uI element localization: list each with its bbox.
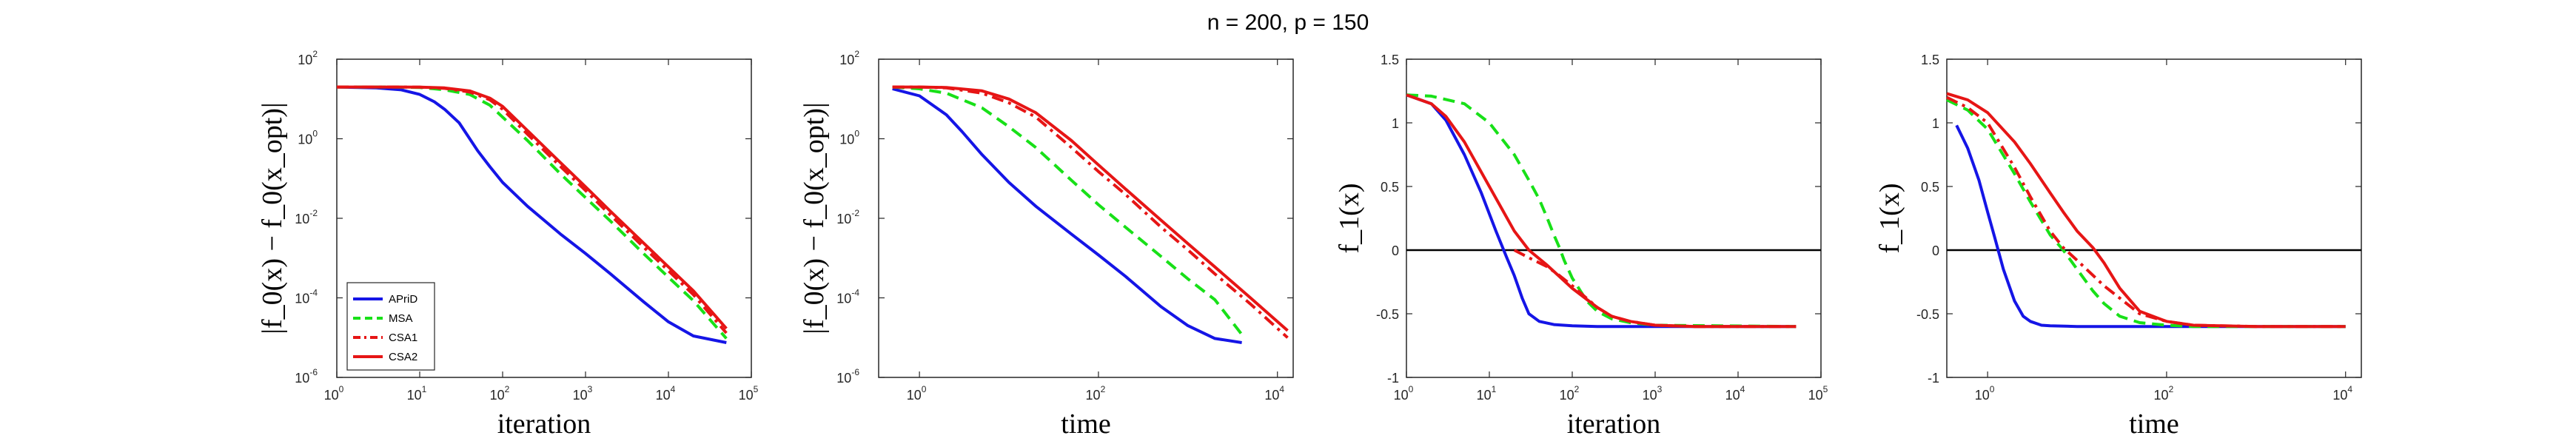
series-line-csa2 (1406, 93, 1797, 329)
y-tick-label: 10-6 (836, 367, 859, 386)
legend-label-msa: MSA (389, 312, 413, 325)
y-tick-label: 10-4 (836, 288, 859, 306)
series-line-csa2 (892, 85, 1289, 332)
x-axis-label: iteration (1567, 408, 1661, 440)
x-tick-label: 100 (907, 384, 927, 403)
legend-label-csa1: CSA1 (389, 332, 417, 344)
y-axis-label: f_1(x) (1334, 184, 1365, 254)
y-tick-label: 0 (1932, 243, 1939, 258)
series-line-csa1 (337, 85, 728, 334)
y-tick-label: -0.5 (1376, 307, 1399, 322)
y-tick-label: 0.5 (1921, 180, 1939, 195)
series-line-csa2 (337, 85, 728, 330)
plot-area (1946, 58, 2362, 378)
x-tick-label: 100 (1975, 384, 1995, 403)
y-tick-label: 102 (839, 49, 859, 67)
y-tick-label: 0 (1392, 243, 1399, 258)
series-line-aprid (1955, 124, 2346, 329)
x-tick-label: 104 (1264, 384, 1284, 403)
y-tick-label: 100 (298, 129, 318, 147)
series-line-aprid (892, 87, 1242, 344)
series-line-msa (892, 85, 1244, 336)
y-tick-label: 102 (298, 49, 318, 67)
x-tick-label: 105 (1808, 384, 1828, 403)
panel-2: 100 102 104 10-6 10-4 10-2 100 102 time |f_0(x) −… (799, 49, 1294, 440)
y-tick-label: 0.5 (1381, 180, 1399, 195)
x-tick-label: 103 (1643, 384, 1663, 403)
x-tick-label: 101 (407, 384, 427, 403)
series-line-aprid (336, 85, 727, 344)
series-line-msa (1946, 98, 2346, 329)
plot-area (878, 58, 1294, 378)
x-tick-label: 102 (490, 384, 510, 403)
x-tick-label: 102 (1560, 384, 1580, 403)
y-tick-label: -1 (1928, 371, 1939, 386)
y-tick-label: -1 (1387, 371, 1399, 386)
y-tick-label: 100 (839, 129, 859, 147)
x-tick-label: 104 (1725, 384, 1745, 403)
y-tick-label: -0.5 (1916, 307, 1939, 322)
x-axis-label: iteration (497, 408, 591, 440)
x-tick-label: 104 (656, 384, 676, 403)
plot-area (1406, 58, 1822, 378)
series-line-aprid (1406, 93, 1797, 329)
y-tick-label: 10-4 (295, 288, 318, 306)
series-line-csa2 (1946, 92, 2346, 329)
y-axis-label: |f_0(x) − f_0(x_opt)| (799, 102, 830, 334)
legend: APriD MSA CSA1 CSA2 (346, 282, 435, 371)
x-tick-label: 100 (1394, 384, 1414, 403)
x-tick-label: 102 (2154, 384, 2174, 403)
x-tick-label: 103 (573, 384, 593, 403)
x-tick-label: 105 (739, 384, 759, 403)
y-tick-label: 1.5 (1921, 53, 1939, 67)
legend-label-csa2: CSA2 (389, 351, 417, 363)
x-tick-label: 102 (1086, 384, 1106, 403)
y-tick-label: 1.5 (1381, 53, 1399, 67)
series-line-msa (337, 85, 728, 340)
y-axis-label: f_1(x) (1874, 184, 1905, 254)
x-axis-label: time (2129, 408, 2179, 440)
series-line-msa (1406, 93, 1797, 329)
x-axis-label: time (1061, 408, 1111, 440)
y-tick-label: 1 (1932, 116, 1939, 131)
y-axis-label: |f_0(x) − f_0(x_opt)| (257, 102, 288, 334)
panel-3: 100 101 102 103 104 105 -1 -0.5 0 0.5 1 1.5 iteratio… (1334, 53, 1828, 440)
panel-4: 100 102 104 -1 -0.5 0 0.5 1 1.5 time f_1(x) (1874, 53, 2362, 440)
y-tick-label: 10-6 (295, 367, 318, 386)
figure-title: n = 200, p = 150 (1207, 10, 1369, 35)
y-tick-label: 1 (1392, 116, 1399, 131)
x-tick-label: 100 (324, 384, 344, 403)
legend-label-aprid: APriD (389, 293, 417, 306)
x-tick-label: 104 (2332, 384, 2352, 403)
panel-1: 100 101 102 103 104 105 10-6 10-4 10-2 100 102 iter… (257, 49, 759, 440)
y-tick-label: 10-2 (836, 208, 859, 226)
y-tick-label: 10-2 (295, 208, 318, 226)
x-tick-label: 101 (1477, 384, 1497, 403)
